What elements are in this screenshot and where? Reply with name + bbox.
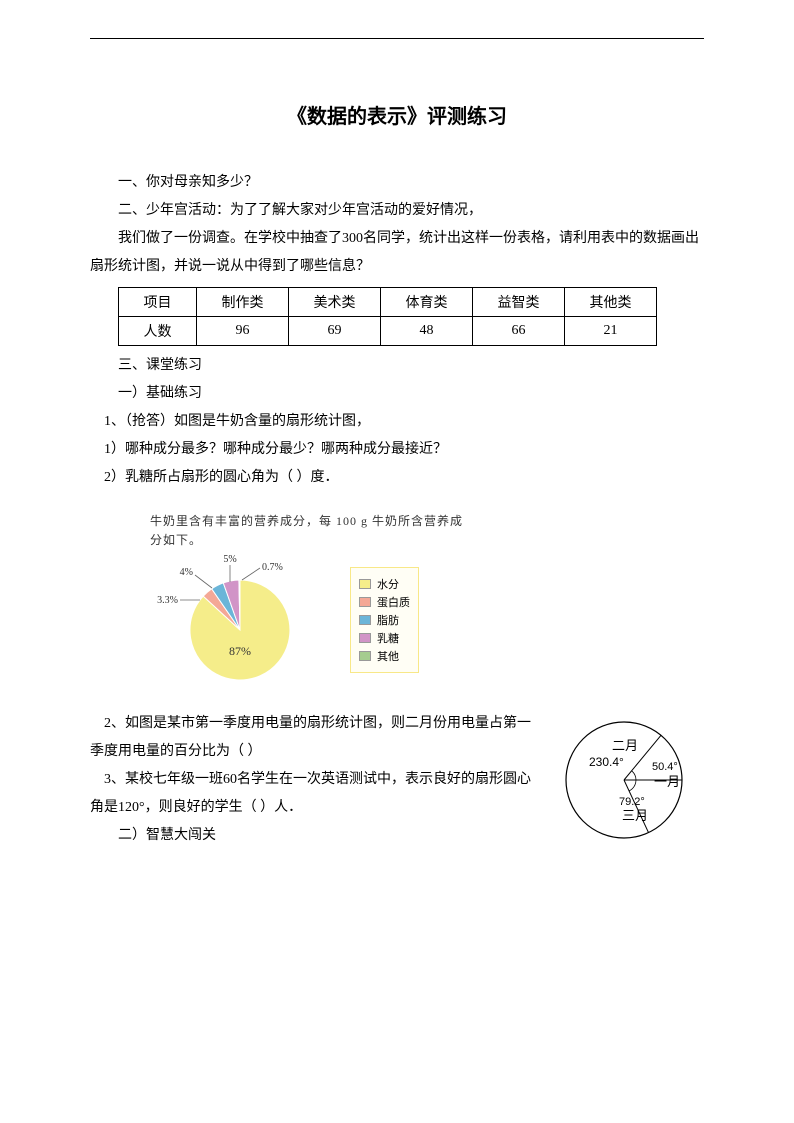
pie-label-jan: 一月 xyxy=(654,774,680,789)
section-2: 二、少年宫活动：为了了解大家对少年宫活动的爱好情况， xyxy=(90,197,704,225)
leader-line xyxy=(195,575,212,588)
milk-pie-chart: 牛奶里含有丰富的营养成分，每 100 g 牛奶所含营养成 分如下。 87% 3.… xyxy=(150,512,490,690)
section-3b: 二）智慧大闯关 xyxy=(90,822,534,850)
table-cell: 69 xyxy=(289,317,381,346)
page-top-rule xyxy=(90,38,704,39)
section-1: 一、你对母亲知多少？ xyxy=(90,169,704,197)
pie-label-jan-angle: 50.4° xyxy=(652,761,678,773)
quarter-pie-chart: 二月 230.4° 50.4° 一月 79.2° 三月 xyxy=(554,710,704,855)
pie-label-0-7: 0.7% xyxy=(262,562,283,573)
question-1b: 2）乳糖所占扇形的圆心角为（ ）度． xyxy=(90,464,704,492)
table-cell: 66 xyxy=(473,317,565,346)
legend-label: 水分 xyxy=(377,576,399,592)
question-1a: 1）哪种成分最多？哪种成分最少？哪两种成分最接近？ xyxy=(90,436,704,464)
legend-item: 脂肪 xyxy=(359,612,410,628)
table-header-cell: 体育类 xyxy=(381,288,473,317)
pie-label-mar: 三月 xyxy=(622,808,648,823)
pie-label-3-3: 3.3% xyxy=(157,595,178,606)
pie-label-87: 87% xyxy=(229,644,251,658)
legend-item: 乳糖 xyxy=(359,630,410,646)
legend-swatch-icon xyxy=(359,579,371,589)
quarter-pie-svg: 二月 230.4° 50.4° 一月 79.2° 三月 xyxy=(554,710,704,850)
pie-label-4: 4% xyxy=(180,567,193,578)
legend-label: 乳糖 xyxy=(377,630,399,646)
table-cell: 96 xyxy=(197,317,289,346)
page-title: 《数据的表示》评测练习 xyxy=(90,100,704,129)
section-2-continued: 我们做了一份调查。在学校中抽查了300名同学，统计出这样一份表格，请利用表中的数… xyxy=(90,225,704,281)
table-header-cell: 美术类 xyxy=(289,288,381,317)
question-1: 1、（抢答）如图是牛奶含量的扇形统计图， xyxy=(90,408,704,436)
leader-line xyxy=(242,568,260,580)
milk-pie-svg: 87% 3.3% 4% 5% 0.7% xyxy=(150,550,330,690)
table-header-cell: 其他类 xyxy=(565,288,657,317)
chart1-title-line2: 分如下。 xyxy=(150,531,490,548)
section-3a: 一）基础练习 xyxy=(90,380,704,408)
legend-swatch-icon xyxy=(359,597,371,607)
section-3: 三、课堂练习 xyxy=(90,352,704,380)
legend-label: 其他 xyxy=(377,648,399,664)
table-header-cell: 益智类 xyxy=(473,288,565,317)
chart1-title-line1: 牛奶里含有丰富的营养成分，每 100 g 牛奶所含营养成 xyxy=(150,512,490,529)
table-row: 人数 96 69 48 66 21 xyxy=(119,317,657,346)
legend-label: 脂肪 xyxy=(377,612,399,628)
legend-label: 蛋白质 xyxy=(377,594,410,610)
legend-swatch-icon xyxy=(359,651,371,661)
pie-label-5: 5% xyxy=(223,554,236,565)
table-cell: 48 xyxy=(381,317,473,346)
pie-label-mar-angle: 79.2° xyxy=(619,796,645,808)
legend-item: 水分 xyxy=(359,576,410,592)
table-header-row: 项目 制作类 美术类 体育类 益智类 其他类 xyxy=(119,288,657,317)
pie-label-feb: 二月 xyxy=(612,738,638,753)
pie-label-feb-angle: 230.4° xyxy=(589,755,624,769)
legend-item: 其他 xyxy=(359,648,410,664)
legend-swatch-icon xyxy=(359,615,371,625)
table-header-cell: 项目 xyxy=(119,288,197,317)
activity-table: 项目 制作类 美术类 体育类 益智类 其他类 人数 96 69 48 66 21 xyxy=(118,287,657,346)
table-cell: 人数 xyxy=(119,317,197,346)
legend-item: 蛋白质 xyxy=(359,594,410,610)
question-2: 2、如图是某市第一季度用电量的扇形统计图，则二月份用电量占第一季度用电量的百分比… xyxy=(90,710,534,766)
legend-swatch-icon xyxy=(359,633,371,643)
question-3: 3、某校七年级一班60名学生在一次英语测试中，表示良好的扇形圆心角是120°，则… xyxy=(90,766,534,822)
table-header-cell: 制作类 xyxy=(197,288,289,317)
chart1-legend: 水分 蛋白质 脂肪 乳糖 其他 xyxy=(350,567,419,673)
table-cell: 21 xyxy=(565,317,657,346)
